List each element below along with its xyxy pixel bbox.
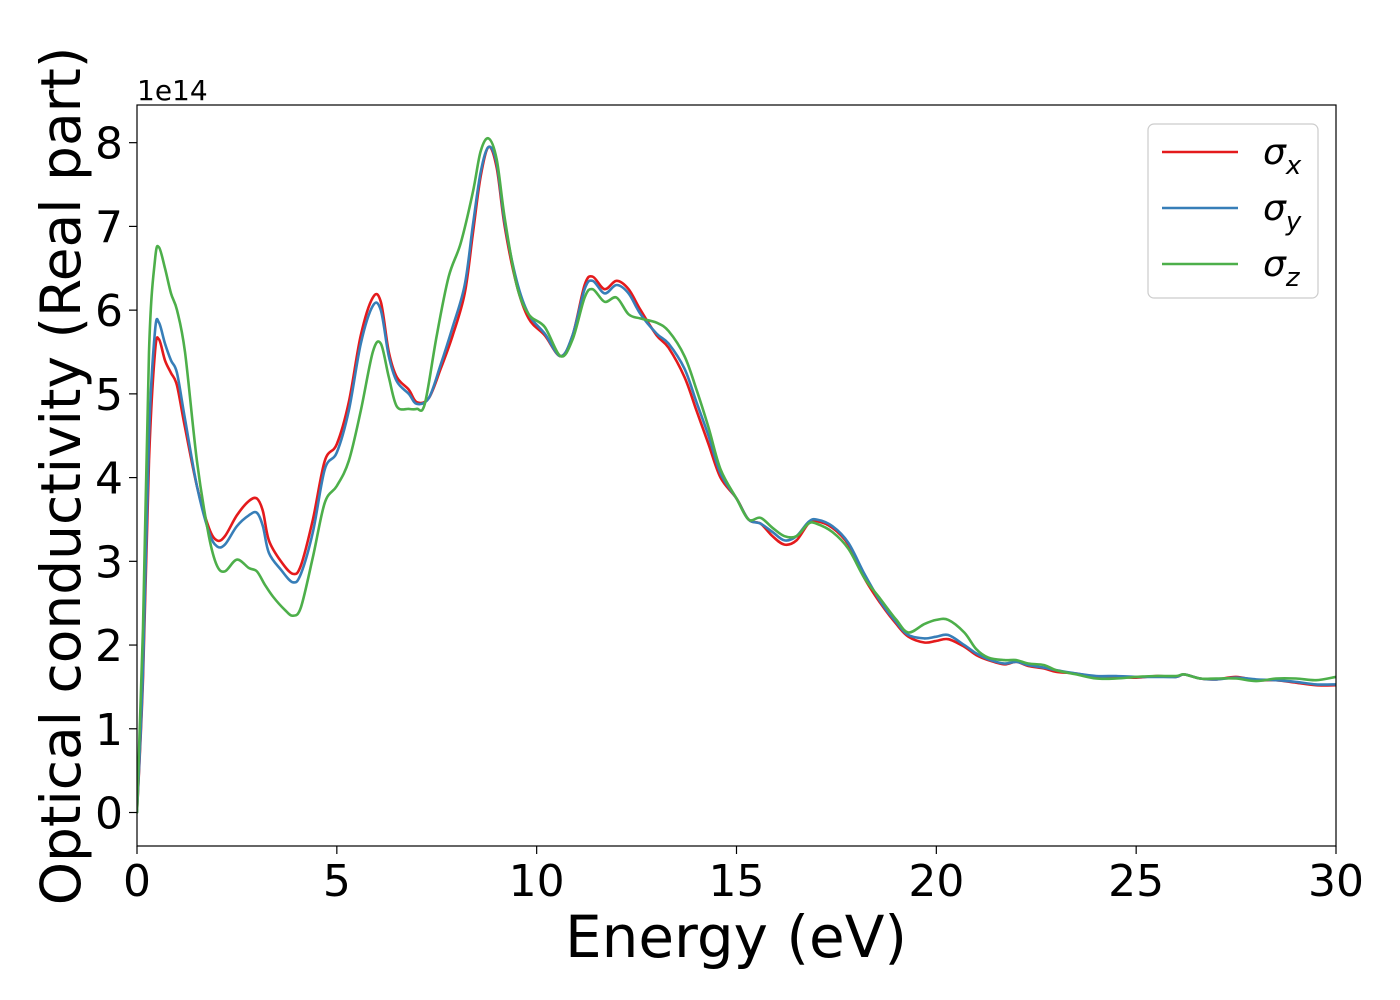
y-tick-label: 1	[95, 705, 123, 756]
legend-box	[1147, 123, 1319, 299]
legend-label-y: σy	[1263, 188, 1302, 237]
series-line-z	[137, 136, 1336, 814]
legend-label-x: σx	[1263, 132, 1302, 181]
x-tick-label: 30	[1308, 856, 1364, 907]
series-line-y	[137, 145, 1336, 814]
x-tick-label: 10	[509, 856, 565, 907]
y-axis-label: Optical conductivity (Real part)	[29, 47, 93, 906]
y-tick-label: 7	[95, 202, 123, 253]
x-tick-label: 5	[323, 856, 351, 907]
y-tick-label: 3	[95, 537, 123, 588]
legend-label-z: σz	[1263, 244, 1301, 293]
y-tick-label: 5	[95, 370, 123, 421]
y-tick-label: 0	[95, 789, 123, 840]
y-tick-label: 4	[95, 454, 123, 505]
y-axis: 0 1 2 3 4 5 6 7 8	[95, 119, 137, 840]
y-axis-offset-label: 1e14	[137, 74, 208, 107]
series-lines	[137, 136, 1336, 814]
y-tick-label: 6	[95, 286, 123, 337]
x-tick-label: 25	[1108, 856, 1164, 907]
x-axis: 0 5 10 15 20 25 30	[123, 846, 1364, 907]
legend: σx σy σz	[1147, 123, 1319, 299]
x-tick-label: 15	[709, 856, 765, 907]
x-tick-label: 0	[123, 856, 151, 907]
y-tick-label: 2	[95, 621, 123, 672]
x-tick-label: 20	[908, 856, 964, 907]
y-tick-label: 8	[95, 119, 123, 170]
x-axis-label: Energy (eV)	[565, 903, 907, 971]
